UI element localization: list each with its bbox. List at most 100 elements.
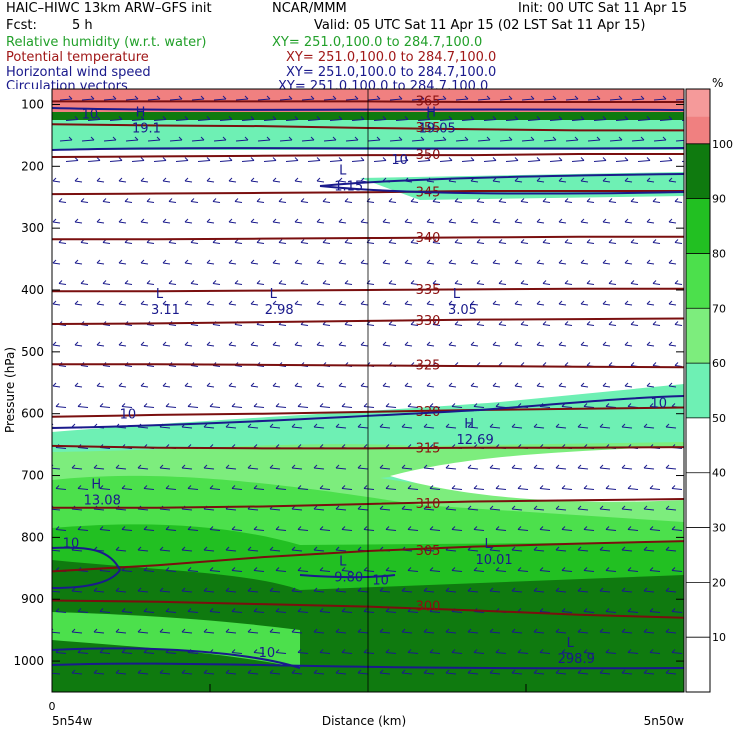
wind-vector-head [55,567,60,571]
wind-vector [445,631,457,634]
wind-vector [228,180,237,183]
wind-vector-head [294,341,299,346]
y-tick-label-700: 700 [21,469,44,483]
wind-vector-head [71,464,76,469]
wind-vector [59,139,73,142]
wind-vector-head [398,136,403,141]
wind-vector [448,221,457,224]
wind-vector [87,160,101,162]
wind-vector [184,344,193,347]
wind-vector-head [275,526,280,530]
wind-vector-head [71,423,76,428]
wind-vector [451,652,463,654]
wind-vector [115,590,127,593]
wind-vector [93,590,105,593]
wind-vector [203,426,215,429]
wind-vector-head [234,280,239,284]
wind-vector [93,508,105,511]
wind-vector [470,344,479,347]
wind-vector [247,467,259,470]
wind-vector [536,303,545,306]
wind-vector [621,426,633,429]
wind-vector-head [492,382,497,387]
wind-vector [338,180,347,183]
wind-vector-head [335,587,340,592]
wind-vector-head [143,485,148,489]
y-tick-label-1000: 1000 [13,654,44,668]
wind-vector [608,324,617,326]
y-tick-label-900: 900 [21,592,44,606]
wind-vector-head [99,526,104,530]
wind-vector-head [297,403,302,407]
wind-vector-head [564,198,569,202]
wind-vector [55,652,67,654]
wind-vector-head [332,136,337,141]
wind-vector [646,385,655,388]
wind-vector [319,529,331,531]
wind-vector [335,467,347,470]
wind-vector-head [74,116,79,120]
wind-vector [483,119,497,121]
wind-vector-head [203,587,208,592]
wind-vector-head [272,218,277,223]
wind-vector [181,672,193,675]
wind-vector-head [608,362,613,366]
wind-vector-head [143,567,148,571]
wind-vector-head [646,300,651,305]
wind-vector [605,611,617,613]
wind-vector [99,652,111,654]
wind-vector [498,201,507,203]
wind-vector [511,549,523,552]
wind-vector [630,242,639,244]
wind-vector [417,119,431,121]
wind-vector-head [583,526,588,530]
wind-vector [455,139,469,142]
wind-vector [498,283,507,285]
wind-vector [253,570,265,572]
wind-vector-head [489,587,494,592]
wind-vector [338,303,347,306]
x-axis-label: Distance (km) [322,714,406,728]
wind-vector-head [662,136,667,141]
wind-vector [253,652,265,654]
wind-vector [52,590,61,593]
wind-vector-head [357,464,362,469]
wind-vector-head [605,526,610,530]
x-right-location: 5n50w [644,714,685,728]
wind-vector-head [388,198,393,202]
wind-vector [360,385,369,388]
wind-vector [445,508,457,511]
wind-vector-head [662,95,667,100]
wind-vector-head [118,116,123,120]
wind-vector [637,160,651,162]
wind-vector-head [517,649,522,653]
wind-vector-head [322,280,327,284]
wind-vector [294,303,303,306]
wind-vector [99,488,111,490]
wind-vector-head [536,300,541,305]
wind-vector [272,262,281,265]
wind-vector-head [451,649,456,653]
wind-vector-head [520,198,525,202]
wind-vector [555,467,567,470]
wind-vector-head [407,444,412,448]
wind-vector-head [225,628,230,633]
wind-vector [316,344,325,347]
wind-vector [275,488,287,490]
wind-vector [137,672,149,675]
wind-vector [558,385,567,388]
wind-vector-head [99,403,104,407]
wind-vector-head [429,649,434,653]
wind-vector-head [577,464,582,469]
circulation-vectors [52,95,684,675]
wind-vector [571,119,585,121]
wind-vector [495,652,507,654]
wind-vector [379,590,391,593]
wind-vector-head [470,157,475,161]
wind-vector-head [140,341,145,346]
wind-vector [454,324,463,326]
wind-vector [140,262,149,265]
wind-vector-head [269,546,274,551]
wind-vector-head [121,649,126,653]
wind-vector-head [646,157,651,161]
